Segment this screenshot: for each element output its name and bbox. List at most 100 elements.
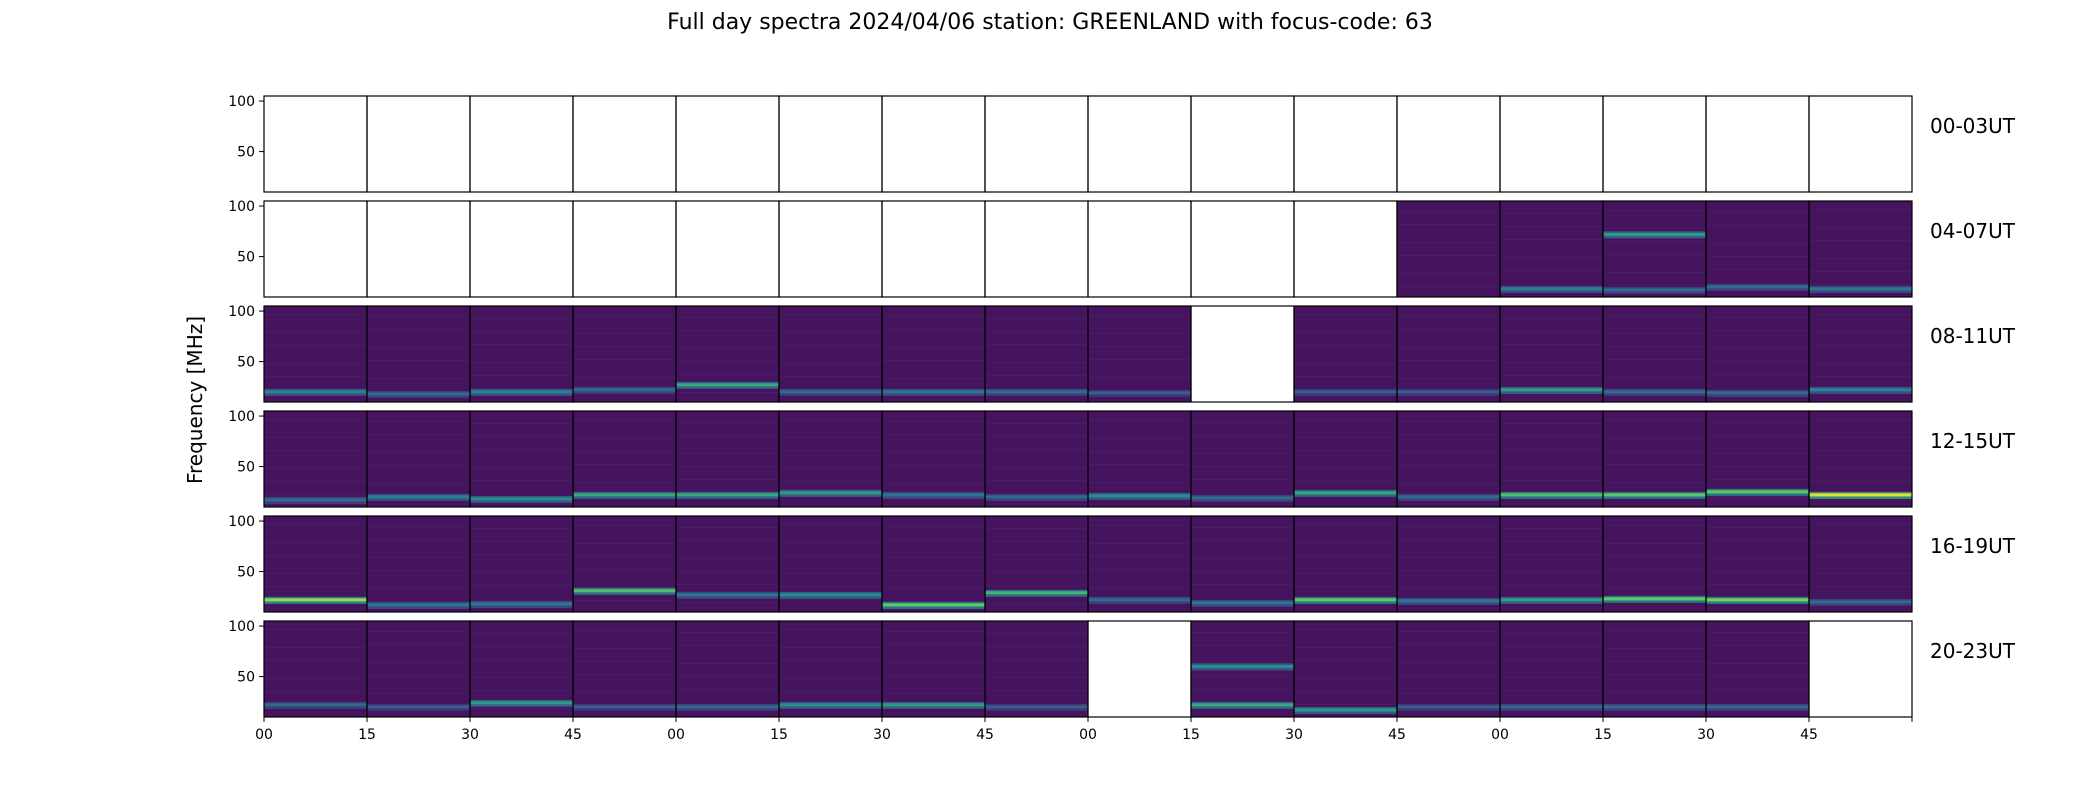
background-striation	[264, 314, 367, 315]
background-striation	[367, 557, 470, 558]
background-striation	[1088, 482, 1191, 483]
background-striation	[1603, 210, 1706, 211]
background-striation	[1397, 286, 1500, 287]
x-tick-label: 00	[1079, 727, 1097, 743]
y-tick-label: 100	[228, 199, 255, 215]
spectrum-panel	[367, 516, 470, 612]
spectrum-panel	[1603, 411, 1706, 507]
background-striation	[264, 419, 367, 420]
background-striation	[264, 494, 367, 495]
spectrum-panel	[1088, 306, 1191, 402]
background-striation	[1397, 452, 1500, 453]
background-striation	[1706, 540, 1809, 541]
empty-panel	[573, 201, 676, 297]
spectrum-panel	[1500, 516, 1603, 612]
background-striation	[779, 468, 882, 469]
axis-ticks	[259, 100, 1913, 722]
background-striation	[1706, 243, 1809, 244]
background-striation	[779, 660, 882, 661]
emission-band-core	[1294, 598, 1397, 602]
background-striation	[367, 329, 470, 330]
background-striation	[1809, 271, 1912, 272]
emission-band-core	[882, 390, 985, 394]
spectrum-panel	[367, 306, 470, 402]
background-striation	[470, 423, 573, 424]
row-label: 20-23UT	[1930, 639, 2016, 663]
background-striation	[1809, 573, 1912, 574]
background-striation	[779, 450, 882, 451]
background-striation	[779, 678, 882, 679]
row-label: 16-19UT	[1930, 534, 2016, 558]
emission-band-core	[779, 703, 882, 707]
background-striation	[985, 541, 1088, 542]
empty-panel	[1191, 96, 1294, 192]
background-striation	[1809, 450, 1912, 451]
empty-panel	[1088, 621, 1191, 717]
background-striation	[1500, 318, 1603, 319]
background-striation	[985, 528, 1088, 529]
background-striation	[470, 572, 573, 573]
background-striation	[779, 345, 882, 346]
background-striation	[1397, 434, 1500, 435]
background-striation	[470, 344, 573, 345]
panel-frames	[263, 95, 1913, 718]
background-striation	[1603, 630, 1706, 631]
spectrum-panel	[1294, 621, 1397, 717]
background-striation	[1088, 377, 1191, 378]
emission-bands	[264, 209, 1912, 714]
background-striation	[367, 421, 470, 422]
background-striation	[1706, 479, 1809, 480]
background-striation	[1294, 450, 1397, 451]
emission-band-core	[985, 591, 1088, 595]
background-striation	[264, 678, 367, 679]
background-striation	[779, 363, 882, 364]
row-label: 04-07UT	[1930, 219, 2016, 243]
background-striation	[985, 449, 1088, 450]
spectrum-panel	[367, 411, 470, 507]
background-striation	[1500, 375, 1603, 376]
emission-band-core	[573, 493, 676, 497]
background-striation	[1706, 689, 1809, 690]
background-striation	[470, 318, 573, 319]
emission-band-core	[1603, 232, 1706, 236]
background-striation	[367, 316, 470, 317]
panel-frame	[1808, 200, 1913, 298]
spectrum-panel	[779, 306, 882, 402]
background-striation	[1603, 315, 1706, 316]
background-striation	[1397, 662, 1500, 663]
background-striation	[882, 452, 985, 453]
background-striation	[264, 647, 367, 648]
background-striation	[1397, 273, 1500, 274]
emission-band-core	[985, 495, 1088, 499]
background-striation	[1397, 329, 1500, 330]
y-tick-label: 50	[237, 670, 255, 686]
background-striation	[1603, 525, 1706, 526]
background-striation	[573, 569, 676, 570]
emission-band-core	[1191, 664, 1294, 668]
empty-panel	[676, 201, 779, 297]
background-striation	[985, 585, 1088, 586]
emission-band-core	[1706, 598, 1809, 602]
background-striation	[470, 528, 573, 529]
emission-band-core	[1706, 490, 1809, 494]
background-striation	[1500, 528, 1603, 529]
background-striation	[1809, 363, 1912, 364]
emission-band-core	[1088, 494, 1191, 498]
spectrum-panel	[573, 411, 676, 507]
background-striation	[985, 677, 1088, 678]
spectrum-panel	[882, 411, 985, 507]
background-striation	[676, 392, 779, 393]
background-striation	[264, 555, 367, 556]
spectrum-panel	[1603, 306, 1706, 402]
empty-panel	[1191, 201, 1294, 297]
panel-frame	[1808, 410, 1913, 508]
background-striation	[779, 647, 882, 648]
emission-band-core	[1603, 493, 1706, 497]
empty-panel	[367, 96, 470, 192]
background-striation	[985, 554, 1088, 555]
background-striation	[573, 525, 676, 526]
background-striation	[1088, 464, 1191, 465]
background-striation	[882, 316, 985, 317]
background-striation	[1191, 689, 1294, 690]
background-striation	[367, 526, 470, 527]
